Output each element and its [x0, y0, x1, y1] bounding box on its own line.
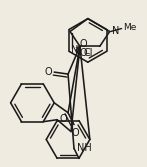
- Text: Me: Me: [123, 23, 137, 32]
- Text: N: N: [71, 45, 78, 55]
- Text: Cl: Cl: [83, 48, 93, 58]
- Text: O: O: [80, 48, 87, 58]
- Text: O: O: [59, 114, 67, 124]
- Text: +: +: [75, 45, 80, 51]
- Text: O: O: [71, 128, 79, 138]
- Text: NH: NH: [77, 143, 92, 153]
- Text: O: O: [80, 39, 87, 49]
- Text: O: O: [45, 67, 52, 77]
- Text: –: –: [86, 49, 90, 58]
- Text: N: N: [112, 27, 119, 37]
